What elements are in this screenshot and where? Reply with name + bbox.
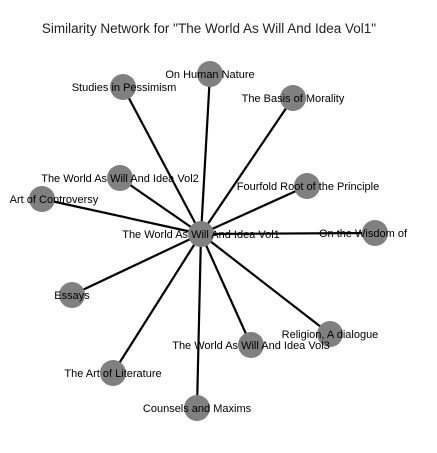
node-label-fourfold: Fourfold Root of the Principle bbox=[237, 181, 379, 193]
node-label-morality: The Basis of Morality bbox=[242, 93, 345, 105]
node-label-vol1: The World As Will And Idea Vol1 bbox=[122, 229, 280, 241]
edge-vol1-vol2 bbox=[118, 176, 203, 236]
node-label-religion: Religion, A dialogue bbox=[282, 329, 379, 341]
node-controversy bbox=[29, 186, 55, 212]
node-label-vol2: The World As Will And Idea Vol2 bbox=[41, 173, 199, 185]
node-pessimism bbox=[110, 74, 136, 100]
node-label-essays: Essays bbox=[54, 290, 90, 302]
node-label-counsels: Counsels and Maxims bbox=[143, 403, 252, 415]
node-label-vol3: The World As Will And Idea Vol3 bbox=[172, 340, 330, 352]
node-morality bbox=[280, 85, 306, 111]
node-label-literature: The Art of Literature bbox=[64, 368, 161, 380]
node-fourfold bbox=[294, 173, 320, 199]
node-human-nature bbox=[197, 61, 223, 87]
node-religion bbox=[317, 321, 343, 347]
node-essays bbox=[59, 282, 85, 308]
edge-vol1-literature bbox=[111, 232, 203, 375]
edge-layer bbox=[40, 72, 377, 410]
edge-vol1-morality bbox=[199, 96, 295, 236]
edge-vol1-human-nature bbox=[199, 72, 212, 236]
edge-vol1-controversy bbox=[40, 197, 203, 236]
node-wisdom bbox=[362, 220, 388, 246]
node-label-human-nature: On Human Nature bbox=[165, 69, 254, 81]
edge-vol1-counsels bbox=[195, 232, 203, 410]
node-vol3 bbox=[238, 332, 264, 358]
edge-vol1-pessimism bbox=[121, 85, 203, 236]
node-label-controversy: Art of Controversy bbox=[10, 194, 99, 206]
edge-vol1-religion bbox=[199, 232, 332, 336]
node-layer bbox=[29, 61, 388, 421]
diagram-title: Similarity Network for "The World As Wil… bbox=[42, 21, 376, 36]
node-vol2 bbox=[107, 165, 133, 191]
node-counsels bbox=[184, 395, 210, 421]
node-label-wisdom: On the Wisdom of bbox=[319, 228, 408, 240]
node-literature bbox=[100, 360, 126, 386]
edge-vol1-fourfold bbox=[199, 184, 309, 236]
edge-vol1-essays bbox=[70, 232, 203, 297]
edge-vol1-vol3 bbox=[199, 232, 253, 347]
node-vol1 bbox=[188, 221, 214, 247]
node-label-pessimism: Studies in Pessimism bbox=[72, 82, 177, 94]
edge-vol1-wisdom bbox=[199, 231, 377, 236]
